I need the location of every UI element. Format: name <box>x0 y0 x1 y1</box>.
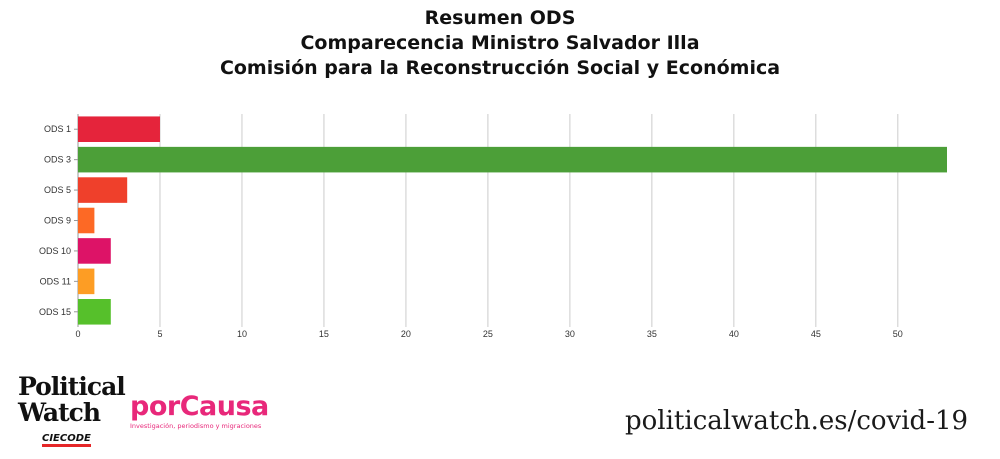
x-tick-label: 20 <box>401 329 411 339</box>
bar-ods-10 <box>78 238 111 264</box>
political-watch-logo-line3: CIECODE <box>42 433 91 447</box>
x-tick-label: 50 <box>893 329 903 339</box>
political-watch-logo-line2: Watch <box>18 398 101 427</box>
x-tick-label: 5 <box>157 329 162 339</box>
porcausa-logo-name: porCausa <box>130 391 269 422</box>
bar-ods-11 <box>78 268 95 295</box>
chart-title-line-2: Comparecencia Ministro Salvador Illa <box>300 32 700 54</box>
x-tick-label: 35 <box>647 329 657 339</box>
grid-lines <box>77 114 899 327</box>
political-watch-logo: Political Watch CIECODE <box>18 372 126 447</box>
y-tick-label: ODS 10 <box>39 246 71 256</box>
bar-ods-15 <box>78 299 111 325</box>
y-tick-label: ODS 5 <box>44 185 71 195</box>
bar-ods-1 <box>78 116 160 142</box>
political-watch-logo-line1: Political <box>18 372 126 401</box>
porcausa-logo: porCausa Investigación, periodismo y mig… <box>130 391 270 431</box>
bars <box>78 116 947 325</box>
x-tick-label: 45 <box>811 329 821 339</box>
chart-title: Resumen ODS Comparecencia Ministro Salva… <box>0 6 1000 81</box>
x-tick-label: 15 <box>319 329 329 339</box>
bar-ods-5 <box>78 177 128 203</box>
y-axis-labels: ODS 1 ODS 3 ODS 5 ODS 9 ODS 10 ODS 11 ODS 15 <box>39 124 78 317</box>
x-tick-label: 30 <box>565 329 575 339</box>
porcausa-logo-tagline: Investigación, periodismo y migraciones <box>130 422 262 430</box>
x-tick-label: 10 <box>237 329 247 339</box>
x-axis-ticks: 0 5 10 15 20 25 30 35 40 45 50 <box>75 329 902 339</box>
y-tick-label: ODS 9 <box>44 216 71 226</box>
chart-title-line-1: Resumen ODS <box>424 7 576 29</box>
chart-title-line-3: Comisión para la Reconstrucción Social y… <box>219 57 781 79</box>
x-tick-label: 40 <box>729 329 739 339</box>
bar-ods-3 <box>78 146 947 173</box>
x-tick-label: 0 <box>75 329 80 339</box>
y-tick-label: ODS 1 <box>44 124 71 134</box>
y-tick-label: ODS 15 <box>39 307 71 317</box>
bar-ods-9 <box>78 207 95 234</box>
x-tick-label: 25 <box>483 329 493 339</box>
footer-url: politicalwatch.es/covid-19 <box>625 406 969 436</box>
y-tick-label: ODS 11 <box>40 276 71 286</box>
y-tick-label: ODS 3 <box>44 155 71 165</box>
